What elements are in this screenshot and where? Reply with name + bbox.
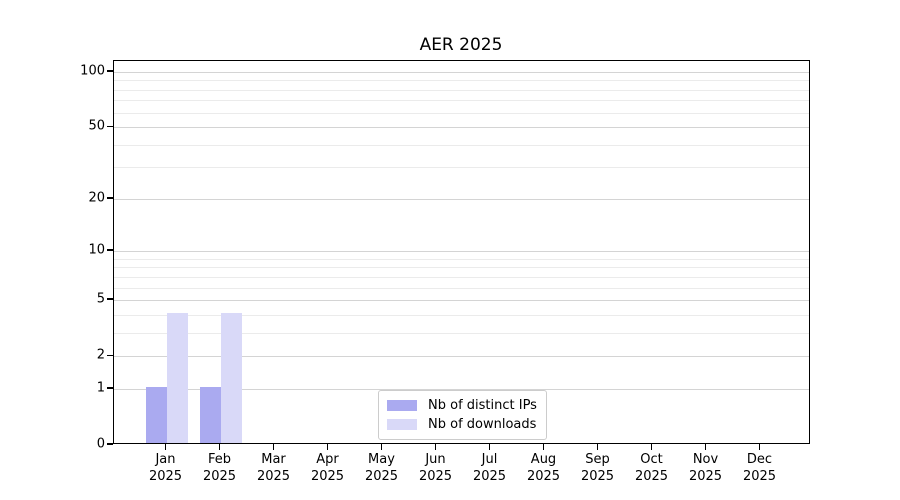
major-gridline (113, 356, 809, 358)
y-tick-label: 50 (88, 118, 105, 134)
y-tick-label: 1 (96, 380, 105, 396)
x-tick-mark (596, 444, 599, 450)
x-tick-mark (434, 444, 437, 450)
x-tick-label-dec: Dec 2025 (742, 452, 777, 484)
major-gridline (113, 251, 809, 253)
y-tick-label: 2 (96, 347, 105, 363)
y-tick-mark (106, 197, 113, 199)
x-tick-mark (326, 444, 329, 450)
y-tick-label: 5 (96, 291, 105, 307)
major-gridline (113, 300, 809, 302)
y-tick-label: 0 (96, 436, 105, 452)
minor-gridline (113, 100, 809, 102)
x-tick-mark (758, 444, 761, 450)
minor-gridline (113, 144, 809, 146)
x-tick-mark (704, 444, 707, 450)
y-tick-mark (106, 443, 113, 445)
y-tick-mark (106, 298, 113, 300)
legend-item: Nb of distinct IPs (387, 396, 537, 415)
minor-gridline (113, 276, 809, 278)
minor-gridline (113, 332, 809, 334)
major-gridline (113, 388, 809, 390)
minor-gridline (113, 80, 809, 82)
x-tick-mark (488, 444, 491, 450)
plot-area (112, 60, 810, 444)
y-tick-label: 20 (88, 190, 105, 206)
minor-gridline (113, 258, 809, 260)
legend-swatch-icon (387, 400, 417, 411)
bar-jan-distinct-ips (145, 386, 167, 443)
x-tick-label-mar: Mar 2025 (256, 452, 291, 484)
legend-label: Nb of distinct IPs (428, 398, 537, 413)
y-tick-mark (106, 387, 113, 389)
x-tick-label-aug: Aug 2025 (526, 452, 561, 484)
x-tick-mark (218, 444, 221, 450)
x-tick-label-feb: Feb 2025 (202, 452, 237, 484)
minor-gridline (113, 167, 809, 169)
major-gridline (113, 72, 809, 73)
legend: Nb of distinct IPs Nb of downloads (378, 390, 547, 440)
x-tick-label-jun: Jun 2025 (418, 452, 453, 484)
minor-gridline (113, 267, 809, 269)
y-tick-mark (106, 125, 113, 127)
chart-title: AER 2025 (419, 35, 503, 55)
bars-layer (114, 61, 810, 443)
x-tick-mark (380, 444, 383, 450)
legend-item: Nb of downloads (387, 415, 537, 434)
legend-label: Nb of downloads (428, 417, 537, 432)
x-tick-mark (164, 444, 167, 450)
x-tick-label-jul: Jul 2025 (472, 452, 507, 484)
minor-gridline (113, 89, 809, 91)
x-tick-mark (650, 444, 653, 450)
major-gridline (113, 198, 809, 200)
major-gridline (113, 127, 809, 129)
minor-gridline (113, 314, 809, 316)
minor-gridline (113, 287, 809, 289)
gridlines-layer (113, 61, 809, 443)
legend-swatch-icon (387, 419, 417, 430)
y-tick-mark (106, 70, 113, 72)
x-tick-label-jan: Jan 2025 (148, 452, 183, 484)
x-tick-label-apr: Apr 2025 (310, 452, 345, 484)
y-tick-mark (106, 354, 113, 356)
bar-feb-distinct-ips (199, 386, 221, 443)
x-tick-label-nov: Nov 2025 (688, 452, 723, 484)
minor-gridline (113, 112, 809, 114)
x-tick-label-sep: Sep 2025 (580, 452, 615, 484)
x-tick-label-oct: Oct 2025 (634, 452, 669, 484)
y-tick-label: 10 (88, 242, 105, 258)
x-tick-mark (542, 444, 545, 450)
y-tick-mark (106, 249, 113, 251)
y-tick-label: 100 (80, 63, 105, 79)
x-tick-label-may: May 2025 (364, 452, 399, 484)
x-tick-mark (272, 444, 275, 450)
bar-jan-downloads (166, 312, 188, 443)
bar-feb-downloads (220, 312, 242, 443)
